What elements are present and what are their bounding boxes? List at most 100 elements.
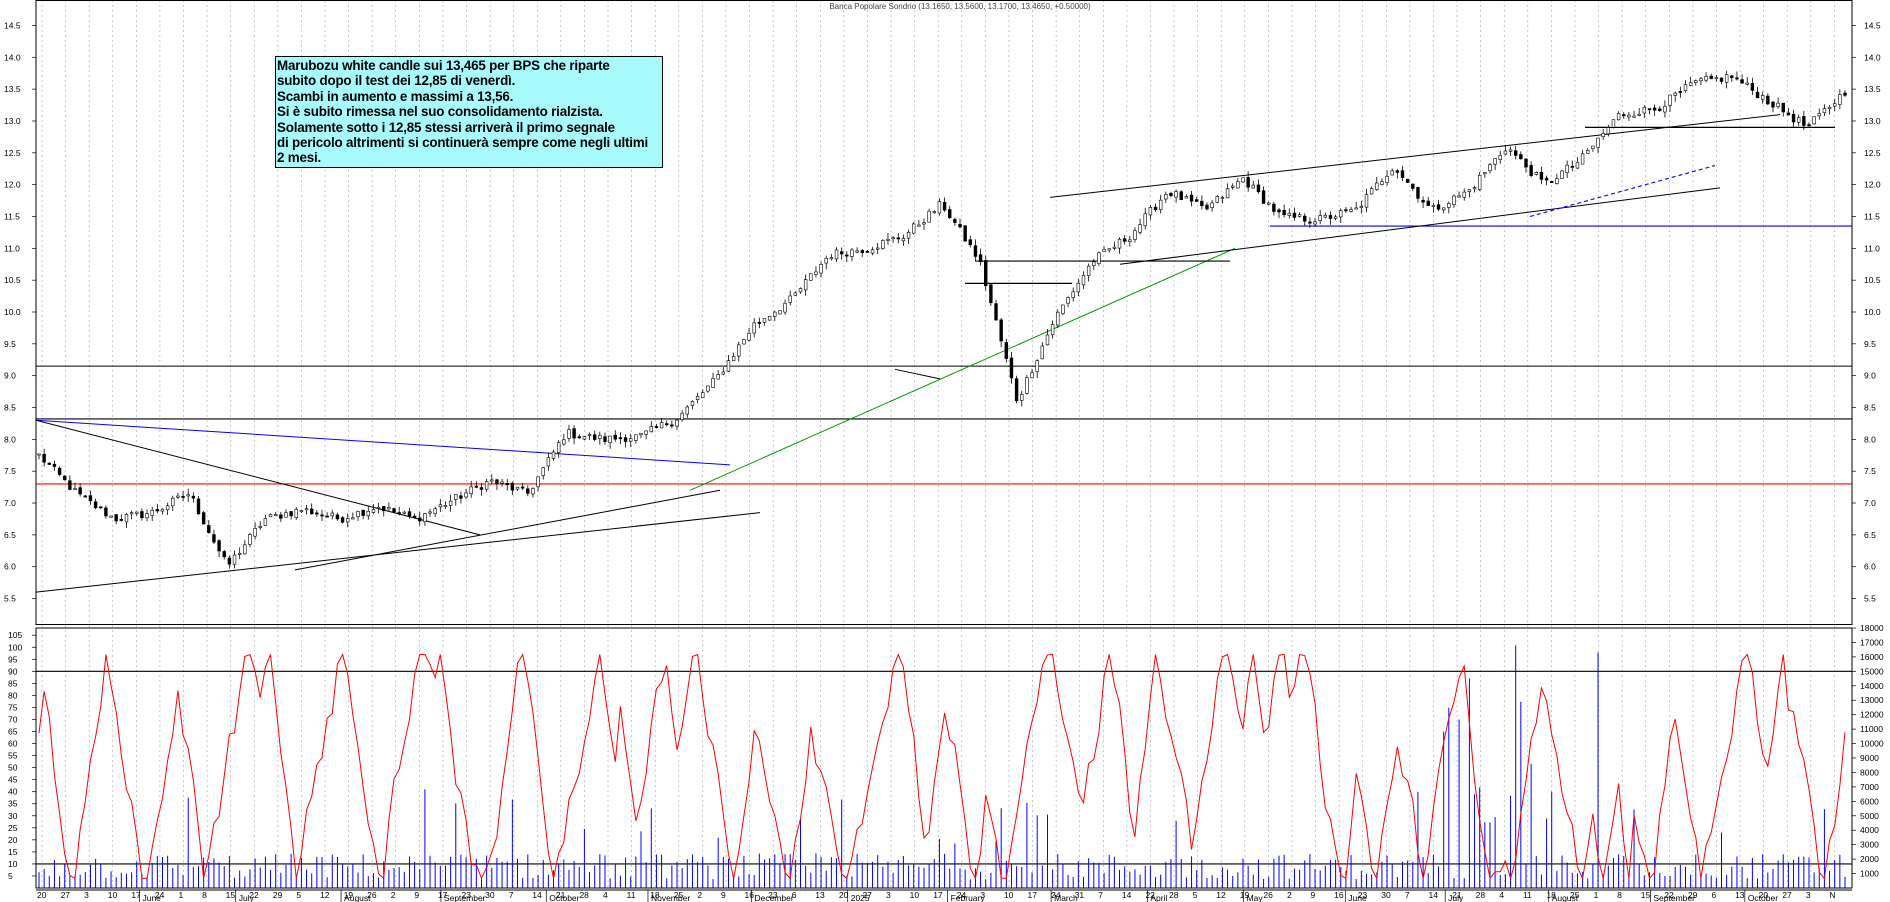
candle-body: [1714, 77, 1719, 80]
candle-body: [644, 430, 648, 435]
x-tick-label: 27: [61, 890, 71, 900]
candle-body: [927, 210, 931, 223]
x-tick-label: 6: [792, 890, 797, 900]
candle-body: [1822, 108, 1827, 114]
x-tick-label: 2: [697, 890, 702, 900]
x-tick-label: 5: [1193, 890, 1198, 900]
candle-body: [253, 528, 257, 537]
candle-body: [1436, 204, 1441, 210]
candle-body: [304, 508, 309, 511]
y-tick-label: 5.5: [1864, 594, 1876, 604]
candle-body: [773, 311, 777, 317]
candle-body: [1637, 113, 1641, 116]
x-tick-label: 11: [1523, 890, 1532, 900]
candle-body: [1184, 196, 1189, 199]
x-tick-label: 15: [1641, 890, 1651, 900]
candle-body: [634, 434, 638, 441]
candle-body: [1009, 357, 1014, 379]
candle-body: [726, 360, 731, 372]
y-tick-label: 13.0: [1864, 116, 1881, 126]
candle-body: [479, 487, 484, 490]
candle-body: [1081, 275, 1086, 286]
candle-body: [572, 428, 576, 439]
candle-body: [1364, 194, 1369, 208]
trend-line: [35, 419, 481, 536]
candle-body: [675, 419, 679, 427]
candle-body: [824, 258, 828, 264]
trend-line: [1049, 114, 1781, 198]
candle-body: [227, 557, 232, 565]
candle-body: [1421, 199, 1425, 203]
candle-body: [335, 514, 340, 520]
x-tick-label: 22: [249, 890, 259, 900]
candle-body: [1066, 297, 1070, 304]
y-tick-label: 5000: [1860, 811, 1879, 821]
trend-line: [294, 489, 721, 571]
x-tick-label: 10: [1004, 890, 1014, 900]
candle-body: [1395, 170, 1400, 173]
price-panel-frame: [35, 0, 1853, 625]
candle-body: [207, 525, 211, 533]
candle-body: [1663, 106, 1667, 113]
candle-body: [1200, 200, 1204, 207]
candle-body: [762, 318, 767, 323]
candle-body: [515, 486, 520, 490]
candle-body: [273, 514, 278, 516]
candle-body: [906, 232, 911, 239]
price-candles: [37, 70, 1847, 569]
candle-body: [129, 512, 134, 515]
x-tick-label: 18: [1546, 890, 1556, 900]
candle-body: [1349, 209, 1353, 212]
candle-body: [176, 495, 180, 498]
x-tick-label: 14: [532, 890, 542, 900]
candle-body: [1128, 239, 1132, 243]
candle-body: [361, 509, 365, 516]
y-tick-label: 12.0: [4, 180, 21, 190]
candle-body: [937, 201, 942, 214]
x-tick-label: 3: [1806, 890, 1811, 900]
annotation-box: Marubozu white candle sui 13,465 per BPS…: [275, 56, 663, 168]
y-tick-label: 9.5: [1864, 339, 1876, 349]
candle-body: [1014, 378, 1019, 402]
candle-body: [438, 504, 443, 508]
annotation-line: Solamente sotto i 12,85 stessi arriverà …: [277, 119, 615, 135]
candle-body: [83, 495, 88, 498]
candle-body: [356, 511, 360, 517]
candle-body: [1483, 172, 1487, 175]
x-tick-label: 14: [1428, 890, 1438, 900]
candle-body: [1426, 200, 1430, 206]
y-tick-label: 7.5: [1864, 466, 1876, 476]
candle-body: [1194, 199, 1199, 202]
candle-body: [1122, 238, 1127, 242]
x-month-label: September: [444, 893, 486, 902]
candle-body: [1086, 265, 1091, 276]
x-tick-label: 1: [179, 890, 184, 900]
candle-body: [1750, 83, 1755, 91]
candle-body: [1688, 82, 1693, 86]
y-tick-label: 65: [8, 727, 18, 737]
candle-body: [1812, 116, 1816, 125]
candle-body: [1369, 188, 1374, 195]
candle-body: [1730, 75, 1734, 79]
x-tick-label: 7: [509, 890, 514, 900]
candle-body: [201, 512, 206, 525]
y-tick-label: 60: [8, 739, 18, 749]
candle-body: [1508, 149, 1513, 152]
candle-body: [917, 224, 921, 227]
candle-body: [984, 259, 988, 287]
candle-body: [1544, 177, 1549, 181]
y-tick-label: 10.5: [4, 275, 21, 285]
x-tick-label: 7: [1098, 890, 1103, 900]
candle-body: [114, 514, 118, 522]
candle-body: [423, 513, 427, 522]
candle-body: [1158, 199, 1163, 210]
candle-body: [191, 495, 196, 499]
candle-body: [1467, 189, 1472, 192]
y-tick-label: 6.0: [1864, 562, 1876, 572]
annotation-line: Marubozu white candle sui 13,465 per BPS…: [277, 58, 610, 73]
candle-body: [495, 479, 499, 485]
candle-body: [881, 240, 885, 249]
candle-body: [392, 508, 396, 513]
candle-body: [1133, 230, 1137, 240]
candle-body: [1375, 182, 1379, 190]
